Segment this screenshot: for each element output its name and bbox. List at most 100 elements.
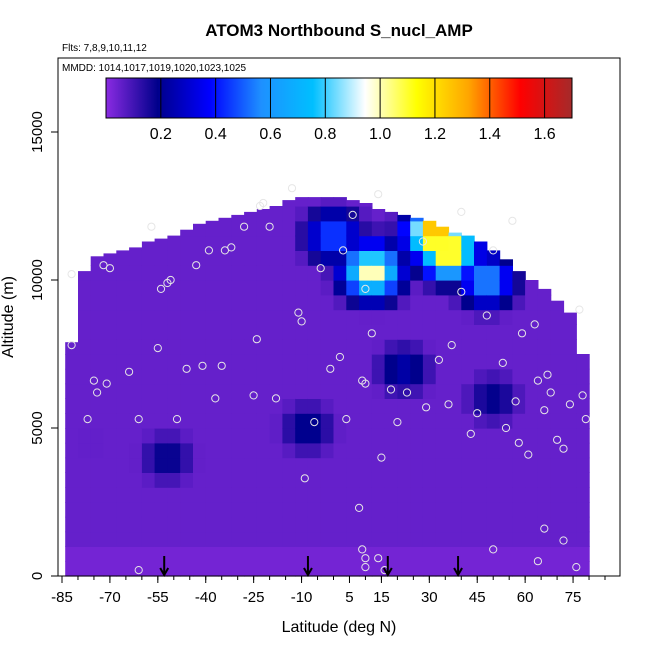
heatmap-cell <box>180 546 194 562</box>
heatmap-cell <box>282 324 296 340</box>
heatmap-cell <box>371 265 386 281</box>
heatmap-cell <box>576 546 590 562</box>
heatmap-cell <box>295 368 309 385</box>
heatmap-cell <box>193 265 207 281</box>
heatmap-cell <box>167 309 181 325</box>
heatmap-cell <box>205 324 220 340</box>
heatmap-cell <box>435 413 450 429</box>
heatmap-cell <box>78 457 92 473</box>
heatmap-cell <box>269 457 283 473</box>
heatmap-cell <box>499 398 513 414</box>
heatmap-cell <box>180 324 194 340</box>
y-axis-label: Altitude (m) <box>0 276 17 358</box>
heatmap-cell <box>410 368 424 385</box>
heatmap-cell <box>256 368 271 385</box>
heatmap-cell <box>256 280 271 296</box>
heatmap-cell <box>256 354 271 370</box>
heatmap-cell <box>141 546 156 562</box>
heatmap-cell <box>435 531 450 547</box>
heatmap-cell <box>78 428 92 444</box>
heatmap-cell <box>525 531 539 547</box>
heatmap-cell <box>78 516 92 533</box>
heatmap-cell <box>550 398 565 414</box>
heatmap-cell <box>103 383 117 399</box>
heatmap-cell <box>205 472 220 488</box>
heatmap-cell <box>422 324 437 340</box>
heatmap-cell <box>193 472 207 488</box>
heatmap-cell <box>256 546 271 562</box>
heatmap-cell <box>282 516 296 533</box>
sample-point <box>578 391 587 400</box>
heatmap-cell <box>397 294 411 311</box>
heatmap-cell <box>525 413 539 429</box>
heatmap-cell <box>90 324 105 340</box>
heatmap-cell <box>550 354 565 370</box>
heatmap-cell <box>384 428 398 444</box>
heatmap-cell <box>295 324 309 340</box>
heatmap-cell <box>154 250 168 266</box>
heatmap-cell <box>218 531 232 547</box>
heatmap-cell <box>193 223 207 237</box>
heatmap-cell <box>103 428 117 444</box>
heatmap-cell <box>499 324 513 340</box>
heatmap-cell <box>410 561 424 577</box>
heatmap-cell <box>218 217 232 222</box>
colorbar-tick-label: 1.0 <box>369 126 391 143</box>
heatmap-cell <box>193 413 207 429</box>
colorbar-tick-label: 0.2 <box>150 126 172 143</box>
heatmap-cell <box>218 457 232 473</box>
heatmap-cell <box>307 250 322 266</box>
heatmap-cell <box>193 457 207 473</box>
sample-point <box>543 370 552 379</box>
heatmap-cell <box>167 280 181 296</box>
sample-point <box>67 341 76 350</box>
heatmap-cell <box>448 531 462 547</box>
heatmap-cell <box>435 546 450 562</box>
y-tick-label: 5000 <box>29 411 46 444</box>
heatmap-cell <box>103 309 117 325</box>
heatmap-cell <box>116 354 130 370</box>
heatmap-cell <box>499 502 513 518</box>
heatmap-cell <box>78 280 92 296</box>
heatmap-cell <box>116 280 130 296</box>
heatmap-cell <box>320 309 335 325</box>
heatmap-cell <box>371 368 386 385</box>
heatmap-cell <box>129 280 143 296</box>
heatmap-cell <box>218 428 232 444</box>
heatmap-cell <box>141 339 156 355</box>
heatmap-cell <box>231 457 245 473</box>
heatmap-cell <box>397 502 411 518</box>
heatmap-cell <box>90 428 105 444</box>
heatmap-cell <box>333 220 347 237</box>
heatmap-cell <box>499 294 513 311</box>
heatmap-cell <box>90 487 105 503</box>
heatmap-cell <box>448 280 462 296</box>
heatmap-cell <box>474 324 488 340</box>
sample-point <box>533 376 543 385</box>
heatmap-cell <box>512 339 526 355</box>
heatmap-cell <box>333 457 347 473</box>
heatmap-cell <box>474 354 488 370</box>
heatmap-cell <box>486 265 501 281</box>
heatmap-cell <box>205 442 220 459</box>
heatmap-cell <box>525 487 539 503</box>
heatmap-cell <box>180 442 194 459</box>
heatmap-cell <box>320 220 335 237</box>
heatmap-cell <box>269 472 283 488</box>
colorbar-tick-label: 1.4 <box>479 126 501 143</box>
heatmap-cell <box>410 428 424 444</box>
heatmap-cell <box>129 247 143 251</box>
heatmap-cell <box>550 457 565 473</box>
sample-point <box>377 453 386 462</box>
heatmap-cell <box>384 280 398 296</box>
heatmap-cell <box>537 339 552 355</box>
heatmap-cell <box>537 531 552 547</box>
sample-point <box>393 418 402 427</box>
heatmap-cell <box>218 354 232 370</box>
heatmap-cell <box>525 546 539 562</box>
sample-point <box>249 391 258 400</box>
heatmap-cell <box>116 502 130 518</box>
heatmap-cell <box>333 368 347 385</box>
heatmap-cell <box>65 546 79 562</box>
heatmap-cell <box>103 280 117 296</box>
